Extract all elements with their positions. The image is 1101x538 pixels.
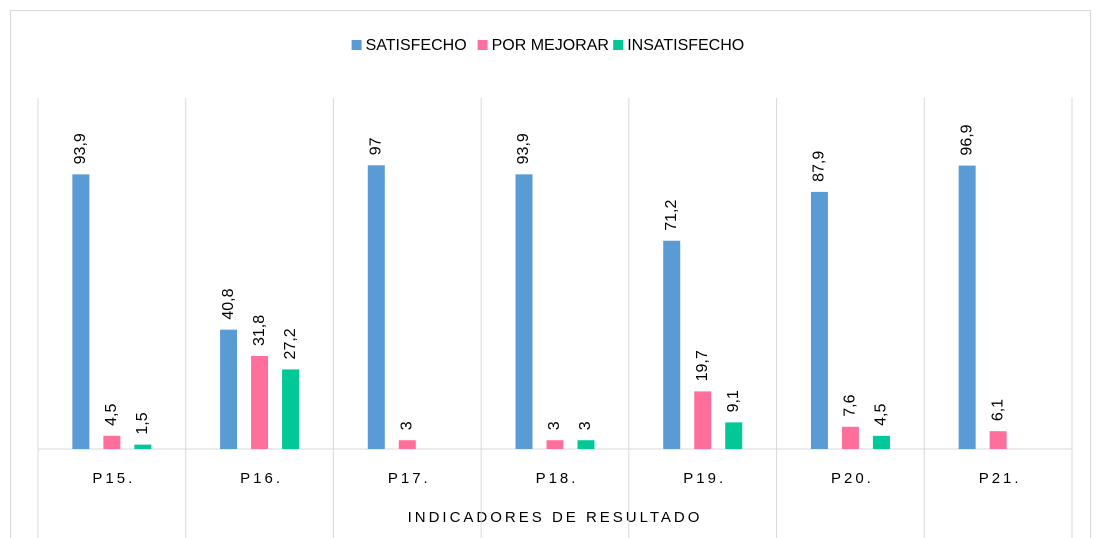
x-tick-label: P21. (979, 470, 1022, 487)
legend-label: POR MEJORAR (492, 37, 609, 54)
x-axis-title: INDICADORES DE RESULTADO (408, 509, 703, 526)
data-label: 27,2 (282, 328, 299, 359)
data-label: 93,9 (72, 133, 89, 164)
bar (989, 431, 1007, 449)
bar (958, 165, 976, 449)
x-tick-label: P17. (388, 470, 431, 487)
data-label: 3 (399, 421, 416, 430)
bar (872, 435, 890, 449)
data-label: 96,9 (958, 124, 975, 155)
bar (663, 240, 681, 449)
bar (72, 174, 90, 449)
x-tick-label: P19. (683, 470, 726, 487)
bar (841, 426, 859, 449)
data-label: 31,8 (251, 315, 268, 346)
bar (515, 174, 533, 449)
x-tick-label: P15. (92, 470, 135, 487)
bar (694, 391, 712, 449)
data-label: 4,5 (873, 403, 890, 425)
data-label: 87,9 (811, 151, 828, 182)
data-label: 3 (577, 421, 594, 430)
bar (546, 440, 564, 449)
bar (398, 440, 416, 449)
bar (367, 165, 385, 449)
data-label: 9,1 (725, 390, 742, 412)
x-tick-label: P20. (831, 470, 874, 487)
legend-label: INSATISFECHO (627, 37, 744, 54)
bar (577, 440, 595, 449)
bar (810, 191, 828, 449)
data-label: 93,9 (515, 133, 532, 164)
data-label: 3 (546, 421, 563, 430)
data-label: 6,1 (989, 399, 1006, 421)
x-tick-label: P18. (536, 470, 579, 487)
bar (220, 329, 238, 449)
bar (103, 435, 121, 449)
chart-frame (10, 10, 1091, 538)
data-label: 4,5 (103, 403, 120, 425)
legend-swatch (477, 40, 488, 50)
data-label: 19,7 (694, 350, 711, 381)
data-label: 7,6 (842, 394, 859, 416)
bar (725, 422, 743, 449)
data-label: 40,8 (220, 288, 237, 319)
legend-label: SATISFECHO (366, 37, 467, 54)
data-label: 71,2 (663, 199, 680, 230)
data-label: 1,5 (134, 412, 151, 434)
legend-swatch (613, 40, 624, 50)
bar (251, 355, 269, 449)
data-label: 97 (368, 137, 385, 155)
x-tick-label: P16. (240, 470, 283, 487)
bar (282, 369, 300, 449)
legend-swatch (351, 40, 362, 50)
bar (134, 444, 152, 449)
